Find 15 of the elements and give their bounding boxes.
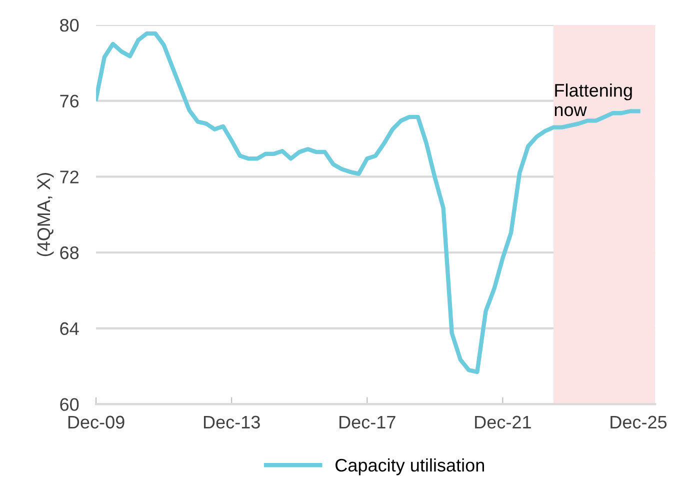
x-tick-label: Dec-09 xyxy=(68,416,124,429)
y-tick-label: 72 xyxy=(60,170,78,184)
y-tick-label: 68 xyxy=(60,246,79,260)
y-tick-label: 76 xyxy=(60,94,79,108)
x-tick-label: Dec-17 xyxy=(340,416,396,429)
x-tick-label: Dec-25 xyxy=(610,416,667,429)
line-series xyxy=(96,31,640,374)
y-tick-label: 60 xyxy=(60,398,79,411)
x-tick-label: Dec-13 xyxy=(204,416,260,429)
y-tick-label: 80 xyxy=(60,18,79,32)
band-label: Flattening now xyxy=(554,83,632,116)
x-tick-label: Dec-21 xyxy=(475,416,531,429)
y-axis-title: (4QMA, X) xyxy=(36,173,54,256)
legend-label: Capacity utilisation xyxy=(336,458,484,476)
y-tick-label: 64 xyxy=(60,322,79,336)
